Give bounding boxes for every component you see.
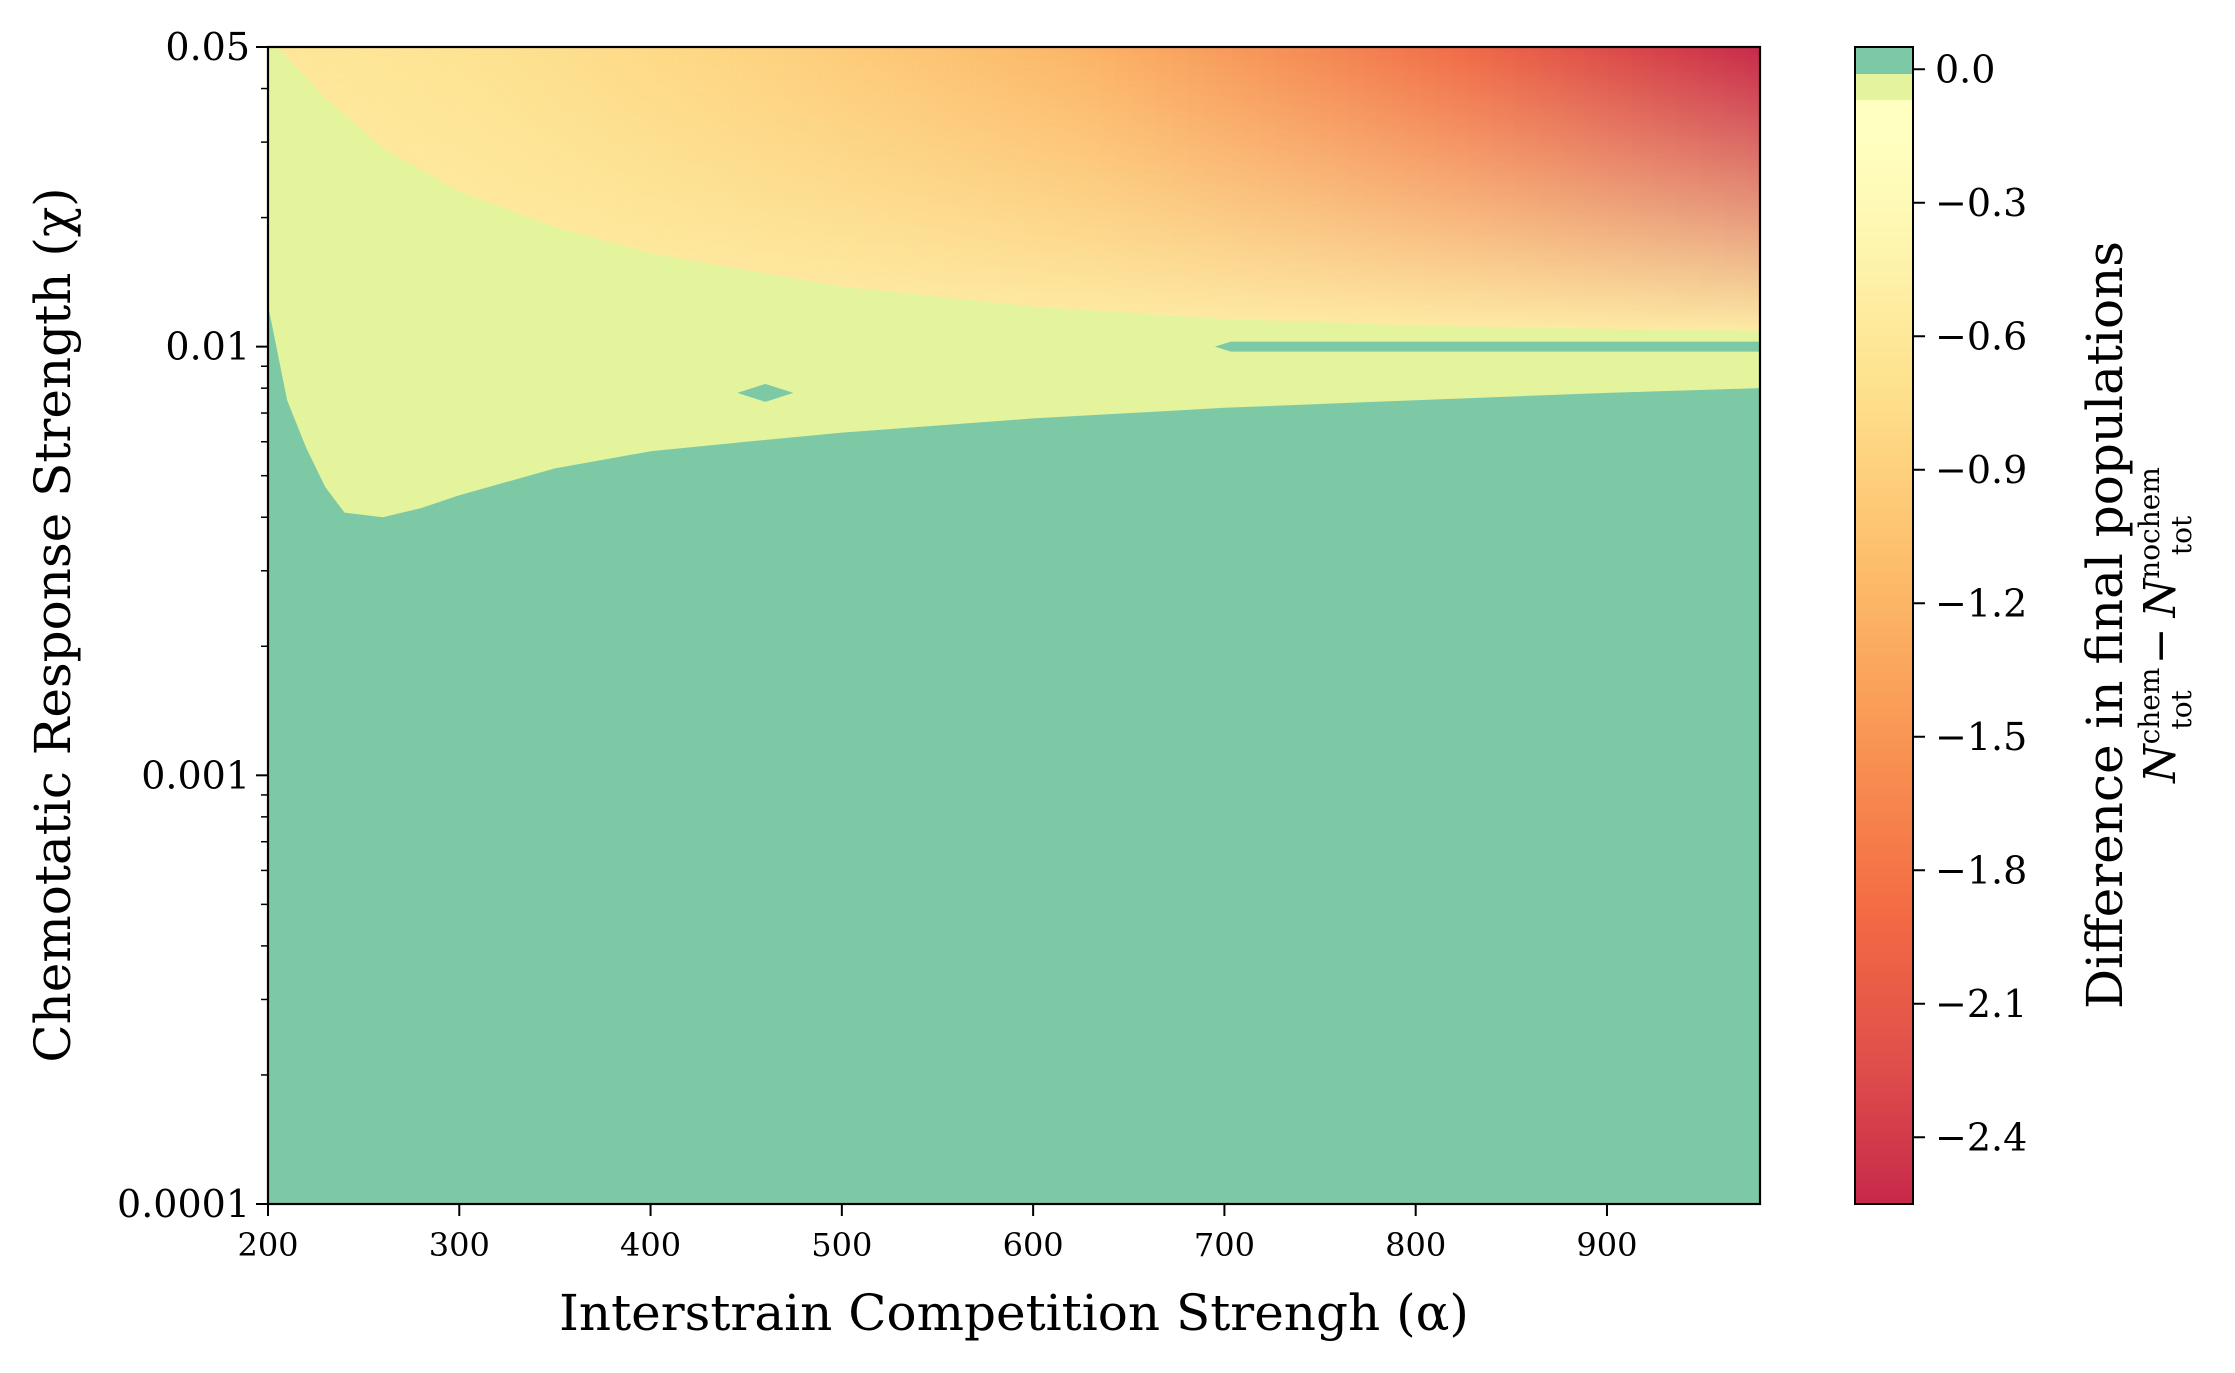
x-tick-label: 500 <box>811 1226 872 1264</box>
colorbar-band-zero <box>1855 47 1913 74</box>
colorbar-gradient <box>1855 47 1913 1204</box>
cb-minus: − <box>2135 627 2186 664</box>
y-tick-label: 0.01 <box>165 325 250 369</box>
colorbar-tick-label: −0.6 <box>1935 314 2027 358</box>
colorbar-tick-label: −1.8 <box>1935 848 2027 892</box>
colorbar: 0.0 −0.3 −0.6 −0.9 −1.2 −1.5 −1.8 −2.1 −2.4 Diff… <box>1854 46 2198 1205</box>
y-tick-label: 0.05 <box>165 25 250 69</box>
x-axis-label: Interstrain Competition Strengh (α) <box>559 1284 1469 1342</box>
cb-sup-chem: chem <box>2133 668 2166 745</box>
band-feature <box>1214 341 1760 352</box>
colorbar-frame <box>1854 46 1914 1205</box>
colorbar-label-line1: Difference in final populations <box>2076 241 2134 1009</box>
colorbar-tick-label: −1.2 <box>1935 581 2027 625</box>
colorbar-tick-label: −0.3 <box>1935 181 2027 225</box>
x-tick-label: 400 <box>620 1226 681 1264</box>
colorbar-tick-label: −1.5 <box>1935 715 2027 759</box>
x-axis: 200 300 400 500 600 700 800 900 <box>237 1204 1638 1264</box>
x-tick-label: 200 <box>237 1226 298 1264</box>
y-tick-label: 0.0001 <box>117 1182 250 1226</box>
cb-sup-nochem: nochem <box>2133 467 2166 579</box>
y-axis-label: Chemotatic Response Strength (χ) <box>24 187 82 1062</box>
colorbar-tick-label: −0.9 <box>1935 448 2027 492</box>
x-tick-label: 300 <box>429 1226 490 1264</box>
colorbar-tick-label: −2.4 <box>1935 1115 2027 1159</box>
x-tick-label: 600 <box>1003 1226 1064 1264</box>
plot-frame <box>266 45 1762 1206</box>
cb-sub-chem: tot <box>2165 689 2198 729</box>
colorbar-tick-label: 0.0 <box>1935 47 1995 91</box>
y-tick-label: 0.001 <box>141 753 250 797</box>
x-tick-label: 700 <box>1194 1226 1255 1264</box>
contour-plot <box>268 47 1760 1204</box>
cb-n-chem: N <box>2135 743 2186 784</box>
x-tick-label: 900 <box>1576 1226 1637 1264</box>
colorbar-band-slight <box>1855 74 1913 100</box>
region-zero-difference <box>268 305 1760 1204</box>
island-feature <box>737 383 794 402</box>
colorbar-label-line2: Nchemtot−Nnochemtot <box>2133 467 2198 784</box>
cb-sub-nochem: tot <box>2165 515 2198 555</box>
cb-n-nochem: N <box>2135 577 2186 618</box>
colorbar-tick-label: −2.1 <box>1935 982 2027 1026</box>
y-axis: 0.05 0.01 0.001 0.0001 <box>117 25 268 1226</box>
colorbar-ticks: 0.0 −0.3 −0.6 −0.9 −1.2 −1.5 −1.8 −2.1 −2.4 <box>1913 47 2027 1159</box>
x-tick-label: 800 <box>1385 1226 1446 1264</box>
